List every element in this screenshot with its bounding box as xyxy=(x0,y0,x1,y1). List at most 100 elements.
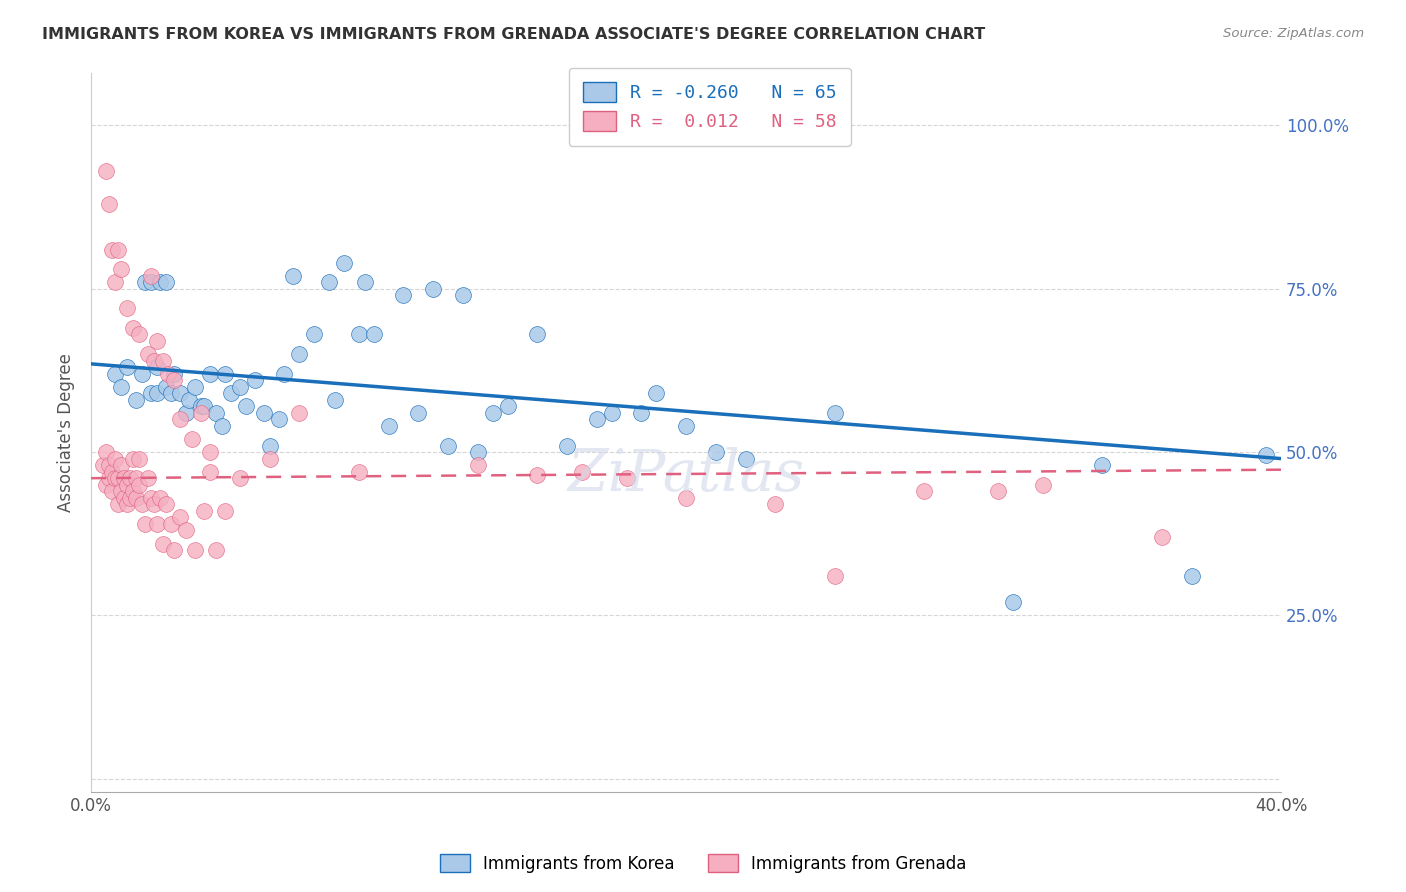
Point xyxy=(571,465,593,479)
Point xyxy=(112,471,135,485)
Legend: Immigrants from Korea, Immigrants from Grenada: Immigrants from Korea, Immigrants from G… xyxy=(433,847,973,880)
Point xyxy=(136,471,159,485)
Point xyxy=(1032,477,1054,491)
Point xyxy=(115,360,138,375)
Point xyxy=(115,497,138,511)
Point xyxy=(675,491,697,505)
Point xyxy=(104,367,127,381)
Point xyxy=(259,438,281,452)
Point xyxy=(115,301,138,316)
Point xyxy=(214,367,236,381)
Point xyxy=(110,380,132,394)
Point xyxy=(139,275,162,289)
Point xyxy=(408,406,430,420)
Point xyxy=(148,275,170,289)
Point xyxy=(912,484,935,499)
Point xyxy=(288,347,311,361)
Point xyxy=(526,467,548,482)
Point xyxy=(184,380,207,394)
Point xyxy=(142,497,165,511)
Point xyxy=(229,471,252,485)
Point xyxy=(259,451,281,466)
Point xyxy=(616,471,638,485)
Text: IMMIGRANTS FROM KOREA VS IMMIGRANTS FROM GRENADA ASSOCIATE'S DEGREE CORRELATION : IMMIGRANTS FROM KOREA VS IMMIGRANTS FROM… xyxy=(42,27,986,42)
Point xyxy=(134,275,156,289)
Point xyxy=(94,445,117,459)
Point xyxy=(121,484,143,499)
Point xyxy=(157,367,180,381)
Point xyxy=(273,367,295,381)
Point xyxy=(675,419,697,434)
Point xyxy=(112,491,135,505)
Point xyxy=(645,386,668,401)
Point xyxy=(181,432,204,446)
Point xyxy=(107,243,129,257)
Point xyxy=(1002,595,1025,609)
Point xyxy=(283,268,305,283)
Point xyxy=(115,477,138,491)
Point xyxy=(451,288,474,302)
Point xyxy=(139,491,162,505)
Point xyxy=(253,406,276,420)
Point xyxy=(91,458,114,472)
Point xyxy=(198,445,221,459)
Point xyxy=(211,419,233,434)
Point xyxy=(526,327,548,342)
Point xyxy=(121,321,143,335)
Point xyxy=(176,406,198,420)
Point xyxy=(148,491,170,505)
Point xyxy=(101,484,124,499)
Point xyxy=(176,524,198,538)
Point xyxy=(467,445,489,459)
Point xyxy=(318,275,340,289)
Point xyxy=(193,504,215,518)
Point xyxy=(219,386,242,401)
Point xyxy=(824,569,846,583)
Point xyxy=(198,367,221,381)
Point xyxy=(229,380,252,394)
Point xyxy=(193,400,215,414)
Point xyxy=(353,275,375,289)
Point xyxy=(101,243,124,257)
Point xyxy=(392,288,415,302)
Point xyxy=(118,471,141,485)
Point xyxy=(101,465,124,479)
Point xyxy=(107,471,129,485)
Point xyxy=(763,497,786,511)
Point xyxy=(163,373,186,387)
Point xyxy=(155,380,177,394)
Point xyxy=(142,353,165,368)
Point xyxy=(437,438,460,452)
Point xyxy=(110,484,132,499)
Point xyxy=(190,406,212,420)
Point xyxy=(125,491,148,505)
Point xyxy=(128,451,150,466)
Point xyxy=(347,327,370,342)
Point xyxy=(160,386,183,401)
Point xyxy=(98,458,121,472)
Point xyxy=(1181,569,1204,583)
Point xyxy=(160,516,183,531)
Point xyxy=(184,543,207,558)
Point xyxy=(139,268,162,283)
Point xyxy=(235,400,257,414)
Point xyxy=(1254,448,1277,462)
Point xyxy=(104,275,127,289)
Point xyxy=(824,406,846,420)
Point xyxy=(555,438,578,452)
Point xyxy=(94,164,117,178)
Text: Source: ZipAtlas.com: Source: ZipAtlas.com xyxy=(1223,27,1364,40)
Point xyxy=(363,327,385,342)
Point xyxy=(110,458,132,472)
Point xyxy=(205,406,228,420)
Point xyxy=(155,275,177,289)
Point xyxy=(125,392,148,407)
Point xyxy=(94,477,117,491)
Point xyxy=(585,412,607,426)
Point xyxy=(377,419,399,434)
Point xyxy=(288,406,311,420)
Point xyxy=(179,392,201,407)
Point xyxy=(198,465,221,479)
Point xyxy=(205,543,228,558)
Point xyxy=(152,536,174,550)
